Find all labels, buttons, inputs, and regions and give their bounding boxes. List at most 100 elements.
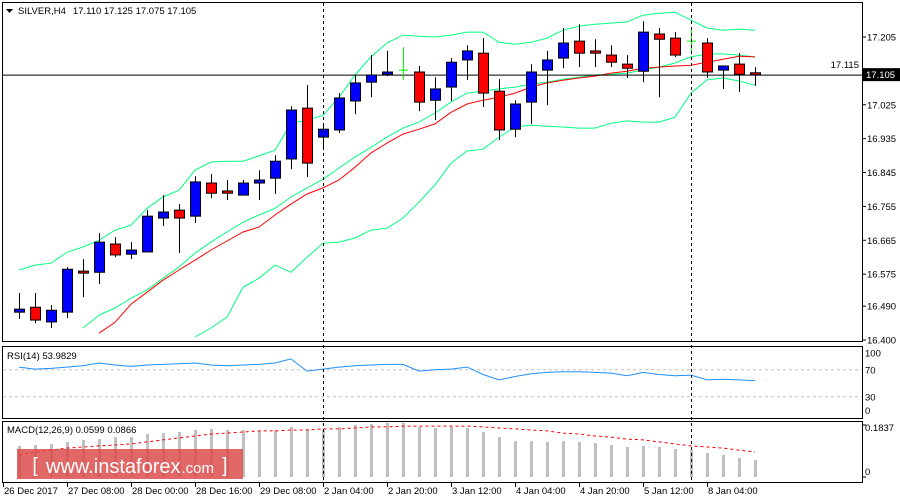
candle [62, 266, 73, 319]
candle [78, 259, 89, 298]
macd-histogram-bar [498, 437, 501, 477]
price-tick-label: 17.115 [831, 60, 859, 71]
candle [750, 67, 761, 86]
macd-histogram-bar [370, 424, 373, 477]
candle-body [638, 31, 649, 72]
macd-histogram-bar [562, 441, 565, 477]
candle-body [14, 308, 25, 313]
candle-body [30, 306, 41, 321]
collapse-triangle-icon[interactable] [6, 9, 13, 13]
macd-histogram-bar [402, 422, 405, 477]
bollinger-upper-line [18, 11, 756, 271]
macd-histogram-bar [514, 441, 517, 477]
time-tick-label: 2 Jan 20:00 [388, 486, 438, 497]
instaforex-watermark: [ www.instaforex .com ] [17, 449, 243, 479]
candle-body [286, 109, 297, 160]
candle-body [670, 37, 681, 56]
candle [190, 176, 201, 223]
candle [110, 237, 121, 258]
candle [399, 47, 408, 80]
axes: 17.205 17.115 17.025 16.935 16.845 16.755 16.6… [3, 3, 900, 497]
candle-body [350, 82, 361, 102]
bollinger-lower-line [194, 77, 756, 338]
symbol-label: SILVER,H4 [18, 6, 66, 17]
svg-text:.com: .com [182, 460, 215, 477]
candle [30, 292, 41, 324]
candle-body [334, 97, 345, 131]
candle-body [654, 33, 665, 40]
candle [430, 77, 441, 121]
candle-body [142, 215, 153, 253]
candle-body [126, 249, 137, 255]
time-tick-label: 27 Dec 08:00 [68, 486, 125, 497]
candle-body [158, 211, 169, 219]
price-tick-label: 16.665 [867, 236, 896, 247]
candle [526, 64, 537, 124]
candle-body [366, 74, 377, 83]
candle-body [478, 52, 489, 94]
candle-body [734, 63, 745, 75]
candle-body [574, 40, 585, 54]
macd-histogram-bar [546, 441, 549, 477]
candle-body [62, 268, 73, 313]
candle-body [190, 181, 201, 217]
candle [350, 75, 361, 115]
rsi-line [18, 358, 756, 382]
candle [366, 55, 377, 98]
price-tick-label: 17.205 [867, 33, 896, 44]
candle-body [430, 88, 441, 101]
rsi-panel[interactable] [2, 346, 863, 419]
candle-body [414, 71, 425, 103]
macd-histogram-bar [258, 430, 261, 477]
candle [670, 32, 681, 57]
candle-body [222, 190, 233, 194]
candle-body [270, 160, 281, 179]
main-price-panel[interactable] [2, 2, 863, 342]
macd-histogram-bar [658, 447, 661, 477]
candle [14, 292, 25, 319]
candle [494, 79, 505, 141]
time-tick-label: 2 Jan 04:00 [324, 486, 374, 497]
candle-body [110, 243, 121, 256]
price-tick-label: 17.025 [867, 100, 896, 111]
macd-tick-label: 0 [865, 467, 870, 478]
time-tick-label: 8 Jan 04:00 [708, 486, 758, 497]
candle-body [254, 179, 265, 184]
candle [462, 45, 473, 80]
macd-histogram-bar [290, 426, 293, 477]
rsi-plot [3, 358, 862, 398]
svg-text:]: ] [222, 455, 228, 477]
time-tick-label: 28 Dec 00:00 [132, 486, 189, 497]
time-tick-label: 3 Jan 12:00 [452, 486, 502, 497]
candle [558, 27, 569, 69]
candle-body [46, 309, 57, 323]
current-price-badge [863, 68, 900, 82]
candle [270, 155, 281, 194]
macd-histogram-bar [434, 428, 437, 477]
candle-body [174, 209, 185, 219]
svg-text:www.instaforex: www.instaforex [45, 456, 181, 478]
candle [206, 174, 217, 199]
ohlc-readout: 17.110 17.125 17.075 17.105 [73, 6, 196, 17]
price-tick-label: 16.755 [867, 202, 896, 213]
candle [414, 65, 425, 112]
candle [590, 39, 601, 68]
macd-histogram-bar [530, 441, 533, 477]
candle [446, 58, 457, 101]
macd-histogram-bar [306, 428, 309, 477]
macd-histogram-bar [690, 450, 693, 477]
candle-body [462, 50, 473, 61]
candle-body [78, 270, 89, 274]
macd-histogram-bar [674, 448, 677, 477]
candle [638, 21, 649, 83]
candle-body [382, 71, 393, 75]
candle-body [590, 50, 601, 54]
macd-histogram-bar [386, 422, 389, 477]
price-tick-label: 16.845 [867, 168, 896, 179]
candle [510, 100, 521, 138]
candle [622, 55, 633, 79]
macd-histogram-bar [722, 454, 725, 477]
candle-body [510, 103, 521, 130]
candle [174, 204, 185, 254]
